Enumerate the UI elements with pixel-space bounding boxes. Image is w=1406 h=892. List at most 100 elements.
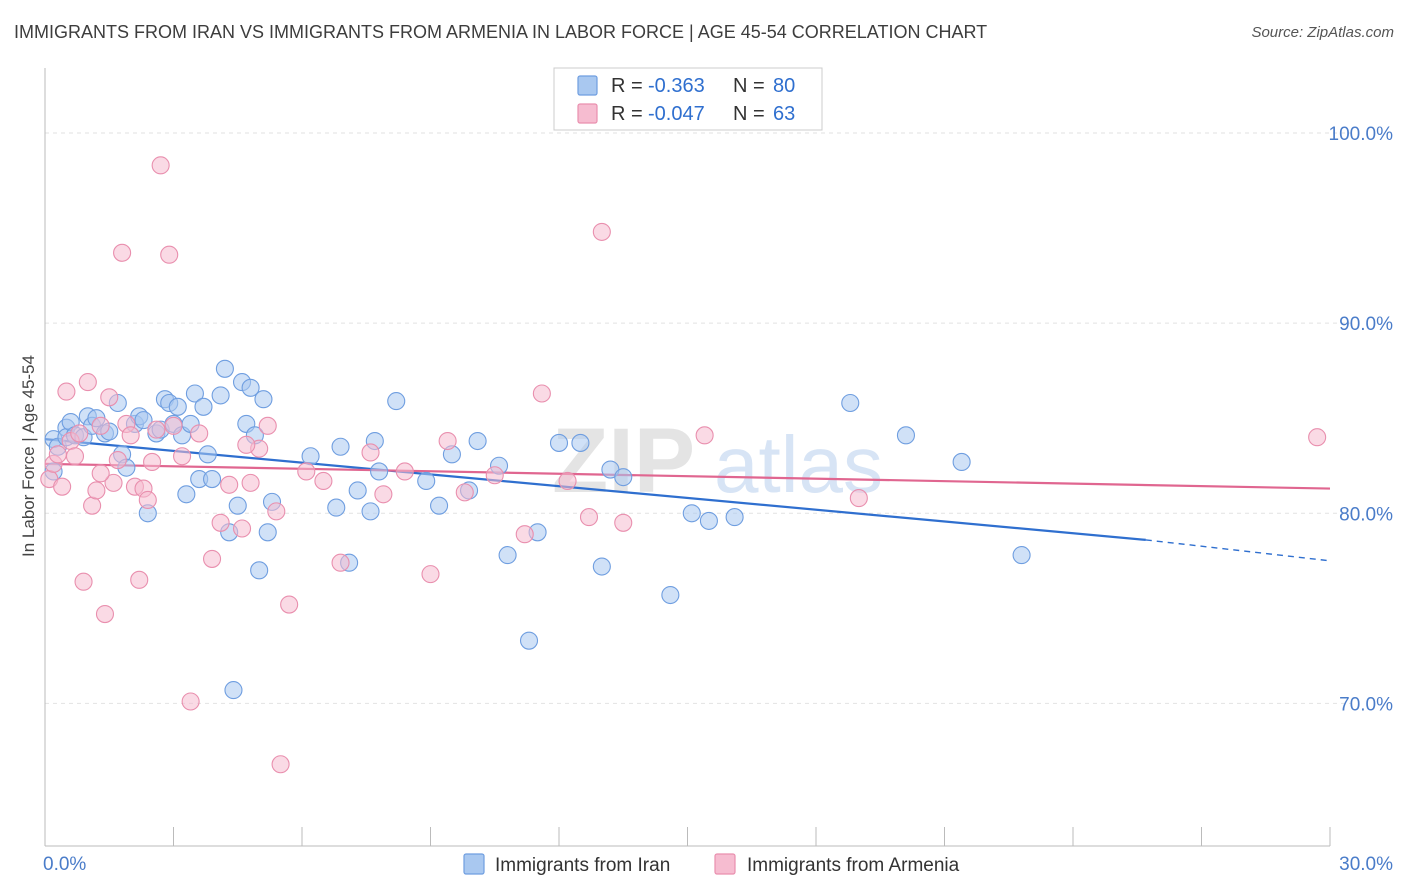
legend-r-value-iran: -0.363 (648, 75, 705, 97)
iran-point (1012, 546, 1031, 565)
iran-point (468, 431, 487, 451)
iran-point (725, 508, 744, 527)
armenia-point (241, 473, 260, 492)
armenia-point (160, 245, 179, 264)
y-tick-label: 100.0% (1329, 124, 1394, 145)
series-legend-label-iran: Immigrants from Iran (495, 855, 670, 876)
armenia-point (53, 477, 72, 496)
iran-point (519, 631, 539, 650)
armenia-point (314, 471, 333, 491)
armenia-point (421, 565, 440, 584)
armenia-point (455, 483, 474, 502)
armenia-point (173, 447, 192, 466)
armenia-point (395, 462, 414, 481)
armenia-point (374, 485, 393, 504)
armenia-point (485, 466, 504, 485)
iran-point (896, 426, 916, 445)
y-axis-label: In Labor Force | Age 45-54 (19, 355, 38, 557)
iran-point (348, 481, 367, 500)
iran-point (661, 585, 680, 605)
armenia-point (232, 519, 252, 538)
armenia-point (74, 572, 93, 591)
iran-point (185, 384, 204, 403)
chart-title: IMMIGRANTS FROM IRAN VS IMMIGRANTS FROM … (14, 22, 988, 42)
armenia-point (138, 490, 157, 510)
armenia-point (1308, 428, 1327, 447)
armenia-point (695, 426, 714, 445)
armenia-point (258, 416, 277, 435)
armenia-point (532, 384, 551, 403)
armenia-point (849, 489, 868, 508)
armenia-point (164, 416, 183, 435)
armenia-point (515, 525, 534, 544)
iran-point (241, 378, 260, 397)
iran-point (258, 523, 277, 542)
armenia-point (87, 481, 106, 500)
y-tick-label: 90.0% (1339, 314, 1393, 335)
iran-point (614, 468, 633, 487)
x-tick-label: 30.0% (1339, 854, 1393, 875)
armenia-point (70, 424, 89, 443)
x-tick-label: 0.0% (43, 854, 86, 875)
iran-point (327, 498, 346, 517)
series-legend-swatch-armenia (714, 853, 736, 875)
armenia-point (91, 464, 110, 483)
armenia-point (78, 373, 97, 392)
armenia-point (83, 496, 102, 515)
iran-point (215, 359, 234, 378)
iran-point (198, 445, 217, 464)
iran-point (699, 511, 718, 530)
iran-trend-extension (1145, 539, 1331, 562)
armenia-point (147, 420, 166, 439)
armenia-point (614, 513, 633, 532)
iran-point (134, 411, 153, 430)
armenia-point (181, 692, 200, 711)
armenia-point (57, 382, 76, 401)
armenia-point (130, 570, 149, 589)
armenia-point (271, 755, 290, 774)
legend-r-value-armenia: -0.047 (648, 103, 705, 125)
iran-point (177, 485, 196, 504)
iran-point (387, 392, 406, 411)
armenia-point (203, 549, 222, 568)
iran-point (254, 390, 273, 409)
armenia-point (151, 156, 170, 175)
iran-point (571, 433, 590, 452)
armenia-trend-line (44, 462, 1331, 490)
armenia-point (297, 462, 316, 481)
stats-legend-box (553, 67, 823, 131)
armenia-point (113, 243, 132, 262)
iran-point (250, 561, 269, 580)
armenia-point (65, 447, 85, 466)
armenia-point (121, 426, 140, 445)
grid-lines (45, 132, 1352, 704)
iran-point (301, 447, 320, 466)
chart-source: Source: ZipAtlas.com (1251, 24, 1394, 41)
iran-point (361, 502, 380, 521)
stats-legend: R = -0.363 N = 80 R = -0.047 N = 63 (553, 67, 823, 131)
iran-point (370, 462, 389, 481)
armenia-point (331, 553, 350, 572)
legend-n-label-armenia: N = (733, 103, 765, 125)
data-points (40, 156, 1327, 774)
iran-point (682, 504, 701, 523)
armenia-point (220, 475, 239, 494)
iran-point (203, 470, 222, 489)
iran-point (417, 471, 436, 491)
trend-lines (44, 438, 1331, 562)
iran-trend-line (44, 438, 1146, 541)
armenia-point (143, 452, 162, 472)
armenia-point (48, 445, 67, 464)
iran-point (194, 397, 213, 416)
axes: 70.0% 80.0% 90.0% 100.0% 0.0% 30.0% (43, 68, 1393, 875)
armenia-point (267, 502, 286, 521)
armenia-point (211, 513, 230, 532)
legend-r-label-iran: R = (611, 75, 643, 97)
armenia-point (361, 443, 380, 462)
iran-point (498, 546, 517, 565)
armenia-point (108, 450, 127, 470)
iran-point (228, 496, 247, 515)
watermark-zip: ZIP (552, 410, 695, 512)
